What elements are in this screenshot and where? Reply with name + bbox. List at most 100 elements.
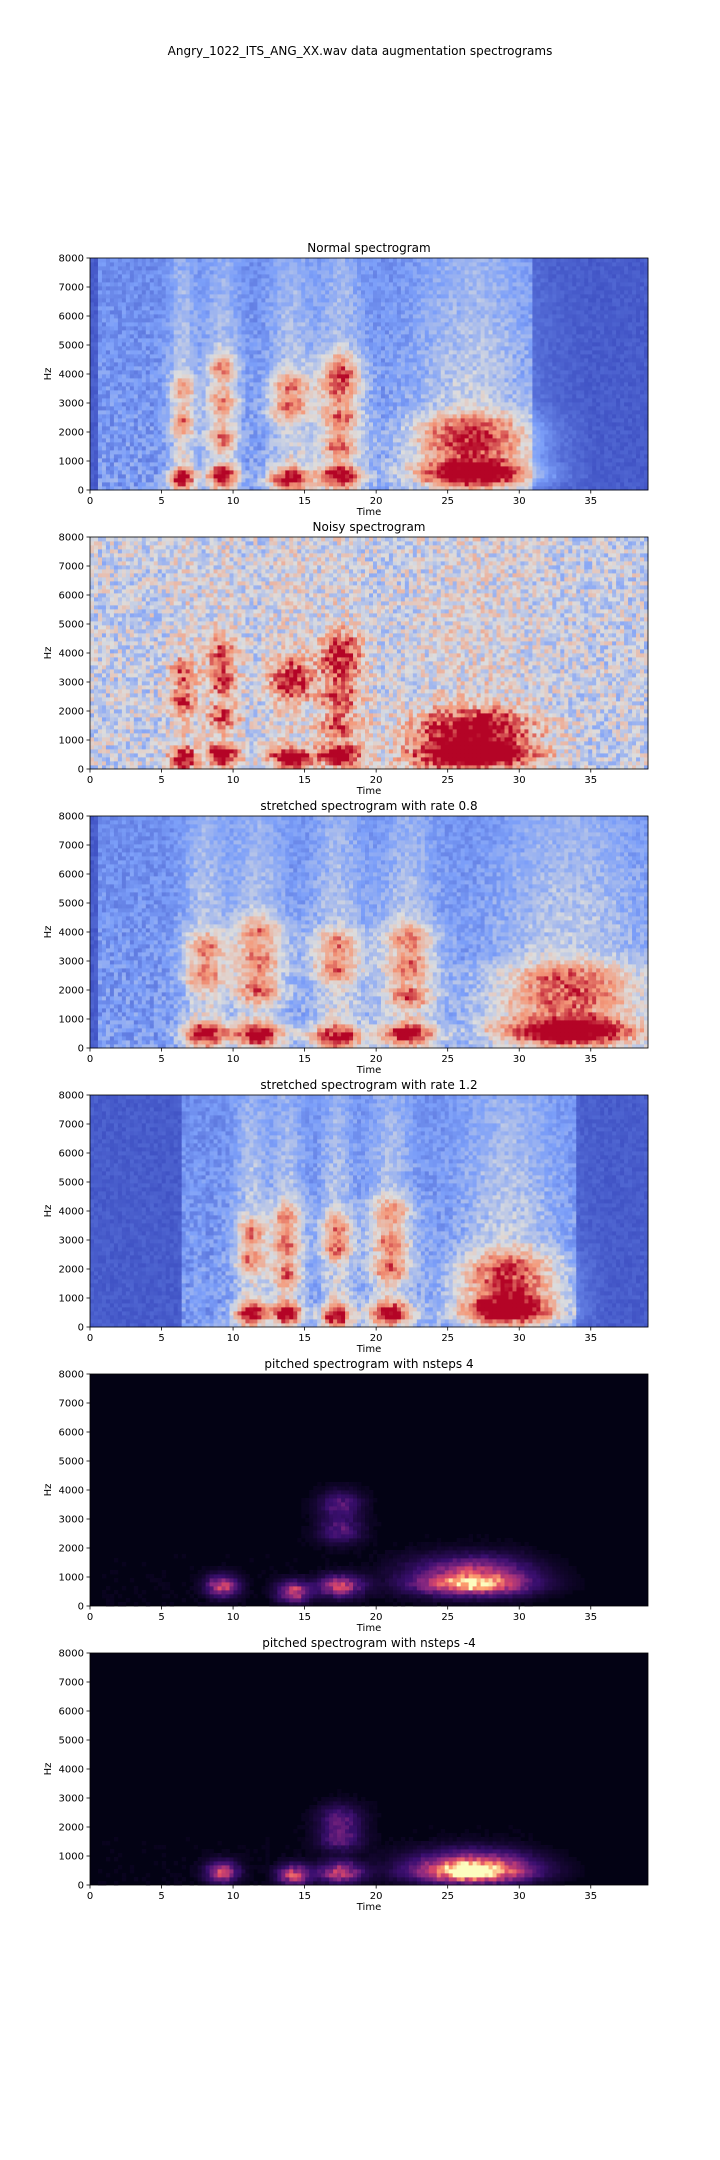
heatmap-cell xyxy=(396,370,402,375)
heatmap-cell xyxy=(281,286,286,291)
heatmap-cell xyxy=(225,306,230,311)
heatmap-cell xyxy=(141,290,147,295)
heatmap-cell xyxy=(369,338,374,343)
heatmap-cell xyxy=(105,466,111,471)
heatmap-cell xyxy=(400,354,406,359)
heatmap-cell xyxy=(241,386,246,391)
heatmap-cell xyxy=(113,426,119,431)
heatmap-cell xyxy=(285,414,290,419)
heatmap-cell xyxy=(428,474,434,479)
heatmap-cell xyxy=(177,434,183,439)
heatmap-cell xyxy=(309,398,314,403)
heatmap-cell xyxy=(297,258,302,263)
heatmap-cell xyxy=(333,358,338,363)
heatmap-cell xyxy=(105,374,111,379)
heatmap-cell xyxy=(141,342,147,347)
heatmap-cell xyxy=(313,450,318,455)
heatmap-cell xyxy=(273,322,278,327)
heatmap-cell xyxy=(380,354,386,359)
heatmap-cell xyxy=(133,358,139,363)
heatmap-cell xyxy=(137,302,143,307)
heatmap-cell xyxy=(157,330,163,335)
heatmap-cell xyxy=(225,278,230,283)
heatmap-cell xyxy=(289,262,294,267)
heatmap-cell xyxy=(424,338,430,343)
heatmap-cell xyxy=(412,450,418,455)
heatmap-cell xyxy=(269,346,274,351)
heatmap-cell xyxy=(149,298,155,303)
heatmap-cell xyxy=(273,418,278,423)
heatmap-cell xyxy=(133,478,139,483)
heatmap-cell xyxy=(101,302,107,307)
heatmap-cell xyxy=(273,382,278,387)
heatmap-cell xyxy=(420,326,426,331)
heatmap-cell xyxy=(273,414,278,419)
heatmap-cell xyxy=(97,258,103,263)
heatmap-cell xyxy=(317,298,322,303)
heatmap-cell xyxy=(97,414,103,419)
heatmap-cell xyxy=(301,382,306,387)
heatmap-cell xyxy=(193,450,199,455)
heatmap-cell xyxy=(217,350,222,355)
heatmap-cell xyxy=(229,386,234,391)
heatmap-cell xyxy=(384,470,390,475)
heatmap-cell xyxy=(225,334,230,339)
heatmap-cell xyxy=(109,314,115,319)
heatmap-cell xyxy=(273,482,278,487)
heatmap-cell xyxy=(129,450,135,455)
heatmap-cell xyxy=(201,454,206,459)
heatmap-cell xyxy=(420,330,426,335)
heatmap-cell xyxy=(205,326,210,331)
heatmap-cell xyxy=(329,266,334,271)
heatmap-cell xyxy=(197,358,202,363)
heatmap-cell xyxy=(408,362,414,367)
heatmap-cell xyxy=(249,402,254,407)
heatmap-cell xyxy=(337,482,342,487)
heatmap-cell xyxy=(341,334,346,339)
heatmap-cell xyxy=(153,442,159,447)
heatmap-cell xyxy=(361,314,366,319)
heatmap-cell xyxy=(424,310,430,315)
heatmap-cell xyxy=(285,346,290,351)
heatmap-cell xyxy=(149,414,155,419)
heatmap-cell xyxy=(253,398,258,403)
heatmap-cell xyxy=(408,358,414,363)
heatmap-cell xyxy=(141,334,147,339)
heatmap-cell xyxy=(121,370,127,375)
heatmap-cell xyxy=(428,278,434,283)
heatmap-cell xyxy=(261,470,266,475)
heatmap-cell xyxy=(109,322,115,327)
heatmap-cell xyxy=(428,266,434,271)
heatmap-cell xyxy=(329,282,334,287)
heatmap-cell xyxy=(221,326,226,331)
heatmap-cell xyxy=(265,450,270,455)
heatmap-cell xyxy=(329,418,334,423)
heatmap-cell xyxy=(133,394,139,399)
heatmap-cell xyxy=(317,306,322,311)
heatmap-cell xyxy=(376,302,382,307)
heatmap-cell xyxy=(380,278,386,283)
heatmap-cell xyxy=(209,274,214,279)
heatmap-cell xyxy=(265,458,270,463)
heatmap-cell xyxy=(321,402,326,407)
heatmap-cell xyxy=(345,426,350,431)
heatmap-cell xyxy=(193,402,199,407)
heatmap-cell xyxy=(97,286,103,291)
heatmap-cell xyxy=(305,262,310,267)
heatmap-cell xyxy=(181,354,187,359)
heatmap-cell xyxy=(117,406,123,411)
heatmap-cell xyxy=(392,290,398,295)
heatmap-cell xyxy=(253,354,258,359)
heatmap-cell xyxy=(233,422,238,427)
heatmap-cell xyxy=(185,306,191,311)
heatmap-cell xyxy=(428,478,434,483)
heatmap-cell xyxy=(105,438,111,443)
heatmap-cell xyxy=(173,438,179,443)
heatmap-cell xyxy=(149,334,155,339)
heatmap-cell xyxy=(145,406,151,411)
heatmap-cell xyxy=(129,318,135,323)
heatmap-cell xyxy=(313,350,318,355)
heatmap-cell xyxy=(169,262,175,267)
heatmap-cell xyxy=(213,310,218,315)
heatmap-cell xyxy=(133,298,139,303)
